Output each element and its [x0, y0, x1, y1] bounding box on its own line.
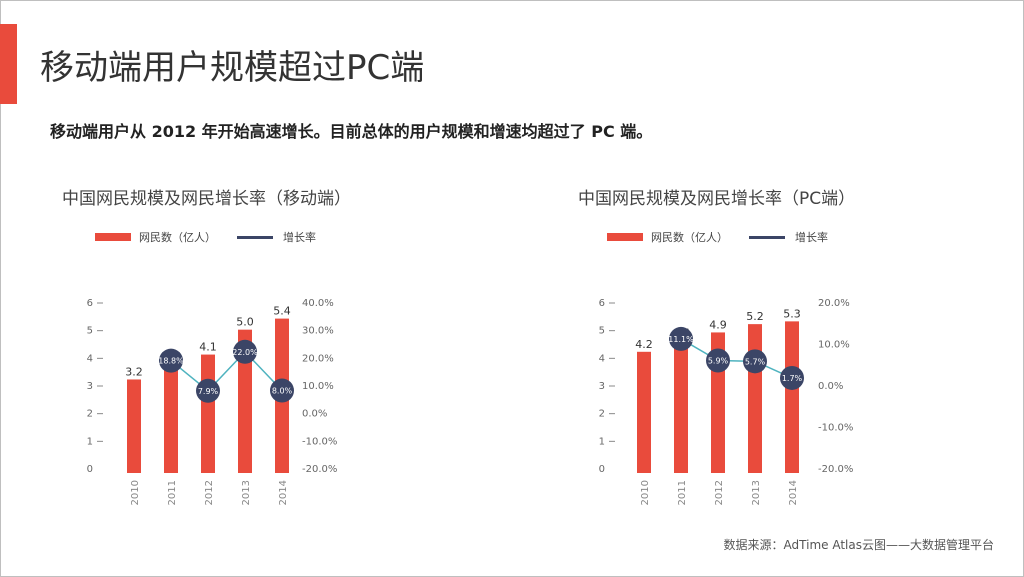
y2-tick-label: -10.0% — [302, 436, 337, 447]
rate-value-label: 1.7% — [782, 374, 803, 383]
y-tick-label: 4 — [599, 353, 605, 364]
rate-value-label: 5.9% — [708, 357, 729, 366]
data-source: 数据来源：AdTime Atlas云图——大数据管理平台 — [723, 538, 994, 552]
x-tick-label: 2012 — [714, 480, 725, 505]
rate-marker — [270, 378, 294, 403]
chart-title: 中国网民规模及网民增长率（PC端） — [578, 189, 855, 209]
bar — [127, 379, 141, 473]
legend-label-bar: 网民数（亿人） — [651, 231, 728, 244]
legend-label-bar: 网民数（亿人） — [139, 231, 216, 244]
bar — [748, 324, 762, 473]
x-tick-label: 2011 — [167, 480, 178, 505]
y2-tick-label: -20.0% — [818, 464, 853, 475]
x-tick-label: 2011 — [677, 480, 688, 505]
y-tick-label: 4 — [87, 353, 93, 364]
y-tick-label: 5 — [87, 326, 93, 337]
x-tick-label: 2014 — [788, 480, 799, 505]
bar-value-label: 3.2 — [125, 365, 143, 378]
y-tick-label: 0 — [87, 464, 93, 475]
rate-marker — [706, 348, 730, 373]
y2-tick-label: 0.0% — [818, 381, 843, 392]
chart-title: 中国网民规模及网民增长率（移动端） — [62, 189, 351, 209]
rate-marker — [196, 378, 220, 403]
legend-label-line: 增长率 — [795, 230, 828, 244]
y-tick-label: 3 — [87, 381, 93, 392]
rate-line — [170, 350, 283, 392]
bar — [238, 329, 252, 473]
x-tick-label: 2010 — [640, 480, 651, 505]
y-tick-label: 6 — [599, 298, 605, 309]
title-accent-bar — [0, 24, 17, 104]
y-tick-label: 1 — [599, 436, 605, 447]
y2-tick-label: -10.0% — [818, 423, 853, 434]
y2-tick-label: 20.0% — [302, 353, 334, 364]
y-tick-label: 2 — [599, 409, 605, 420]
rate-value-label: 8.0% — [272, 387, 293, 396]
rate-value-label: 22.0% — [232, 348, 258, 357]
rate-marker — [233, 339, 257, 364]
rate-value-label: 7.9% — [198, 387, 219, 396]
legend-swatch-line — [749, 236, 785, 239]
x-tick-label: 2013 — [241, 480, 252, 505]
y-tick-label: 2 — [87, 409, 93, 420]
rate-marker — [743, 349, 767, 374]
bar-value-label: 4.2 — [635, 338, 653, 351]
bar-value-label: 5.0 — [236, 316, 254, 329]
y-tick-label: 3 — [599, 381, 605, 392]
bar-value-label: 4.9 — [709, 318, 727, 331]
y-tick-label: 5 — [599, 326, 605, 337]
bar-value-label: 4.1 — [199, 341, 217, 354]
x-tick-label: 2010 — [130, 480, 141, 505]
legend-swatch-bar — [95, 233, 131, 241]
y-tick-label: 1 — [87, 436, 93, 447]
bar — [674, 340, 688, 473]
rate-value-label: 18.8% — [158, 357, 184, 366]
rate-marker — [669, 326, 693, 351]
bar — [164, 368, 178, 473]
x-tick-label: 2013 — [751, 480, 762, 505]
y2-tick-label: 30.0% — [302, 326, 334, 337]
bar — [785, 321, 799, 473]
rate-line — [680, 338, 793, 379]
y-tick-label: 6 — [87, 298, 93, 309]
y2-tick-label: 20.0% — [818, 298, 850, 309]
x-tick-label: 2012 — [204, 480, 215, 505]
y-tick-label: 0 — [599, 464, 605, 475]
rate-value-label: 5.7% — [745, 357, 766, 366]
legend-swatch-line — [237, 236, 273, 239]
y2-tick-label: -20.0% — [302, 464, 337, 475]
legend-swatch-bar — [607, 233, 643, 241]
x-tick-label: 2014 — [278, 480, 289, 505]
bar-value-label: 5.3 — [783, 307, 801, 320]
page-subtitle: 移动端用户从 2012 年开始高速增长。目前总体的用户规模和增速均超过了 PC … — [50, 122, 653, 141]
bar-value-label: 5.4 — [273, 305, 291, 318]
bar-value-label: 5.2 — [746, 310, 764, 323]
page-title: 移动端用户规模超过PC端 — [40, 48, 425, 88]
y2-tick-label: 40.0% — [302, 298, 334, 309]
rate-marker — [159, 348, 183, 373]
y2-tick-label: 10.0% — [302, 381, 334, 392]
bar — [637, 351, 651, 473]
legend-label-line: 增长率 — [283, 230, 316, 244]
rate-value-label: 11.1% — [668, 335, 694, 344]
rate-marker — [780, 365, 804, 390]
y2-tick-label: 10.0% — [818, 340, 850, 351]
bar — [201, 354, 215, 473]
y2-tick-label: 0.0% — [302, 409, 327, 420]
